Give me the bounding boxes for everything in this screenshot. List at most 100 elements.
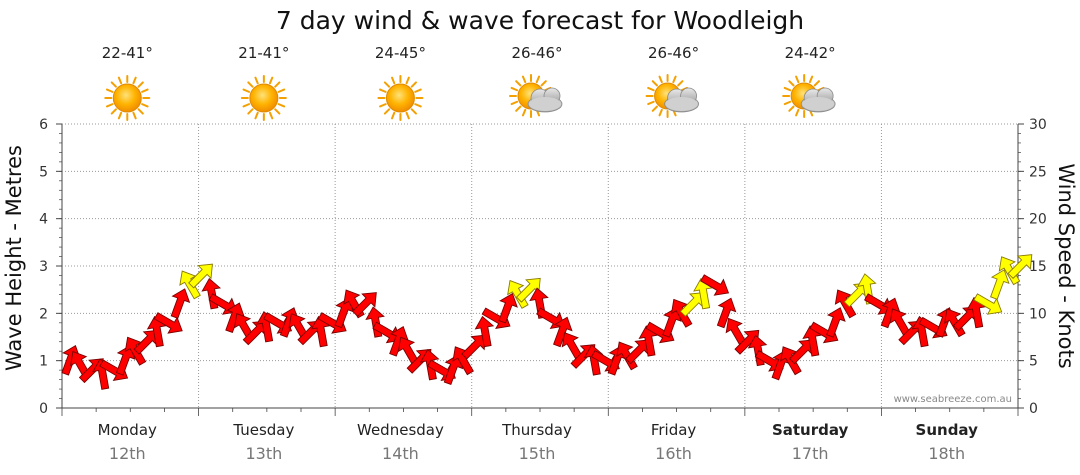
temperature-range: 22-41° [102,44,153,62]
sun-ray [414,88,422,93]
sun-ray [783,86,792,92]
sun-ray [277,103,286,108]
wind-arrow [716,297,737,329]
sun-ray [242,103,251,108]
sun-ray [242,88,251,93]
day-name: Tuesday [232,421,294,439]
wind-arrow-strong [693,277,713,310]
sun-icon [104,75,151,121]
wind-arrow [616,341,638,371]
day-date: 15th [519,444,556,463]
sun-ray [677,80,684,87]
sun-disc [112,83,142,113]
wind-arrow [351,292,377,317]
day-date: 18th [928,444,965,463]
sun-cloud-icon [645,74,699,118]
sun-ray [141,88,149,93]
wind-arrow-strong [998,256,1021,286]
right-tick-label: 10 [1029,306,1047,322]
watermark: www.seabreeze.com.au [894,394,1012,405]
wind-arrow [310,315,331,348]
left-tick-label: 0 [39,401,48,417]
temperature-range: 26-46° [648,44,699,62]
wind-arrow [826,307,846,338]
sun-rays [377,75,424,121]
right-tick-label: 0 [1029,401,1038,417]
sun-icon [377,75,424,121]
sun-ray [110,108,117,115]
sun-ray [535,75,541,84]
cloud-fill [529,97,561,111]
wind-arrow [944,308,966,338]
sun-ray [247,81,254,88]
left-tick-label: 6 [39,117,48,133]
wind-arrow [700,274,730,296]
wind-arrow [966,296,986,329]
sun-ray [414,103,422,108]
wind-arrow [170,288,191,319]
chart-title: 7 day wind & wave forecast for Woodleigh [276,6,804,35]
sun-ray [795,108,800,117]
day-date: 14th [382,444,419,463]
day-name: Sunday [916,421,979,439]
sun-ray [379,103,387,108]
sun-disc [249,83,279,113]
sun-ray [405,76,410,85]
wind-arrow-strong [507,279,529,309]
temperature-range: 26-46° [511,44,562,62]
day-name: Wednesday [357,421,444,439]
wind-arrow [443,354,464,386]
wind-arrow [372,321,402,344]
sun-ray [105,88,114,93]
day-name: Monday [98,421,157,439]
sun-ray [510,100,519,106]
sun-ray [672,75,677,84]
wind-arrows [61,254,1033,390]
right-tick-label: 30 [1029,117,1047,133]
wind-arrow [146,315,167,348]
wind-arrow [474,315,495,348]
wind-arrow-strong [188,263,213,289]
sun-ray [410,81,417,88]
wind-arrow-strong [1007,254,1033,280]
sun-ray [410,108,417,115]
sun-ray [268,76,274,85]
left-tick-label: 1 [39,354,48,370]
sun-icon [240,75,287,121]
sun-ray [783,100,792,106]
sun-ray [788,105,795,112]
day-date: 16th [655,444,692,463]
sun-ray [105,103,114,108]
sun-ray [110,81,117,88]
sun-ray [379,88,387,93]
cloud-fill [802,97,835,111]
sun-ray [254,111,259,120]
left-axis-ticks: 0 1 2 3 4 5 6 [39,117,62,417]
left-tick-label: 2 [39,306,48,322]
day-labels: Monday 12th Tuesday 13th Wednesday 14th Thursd… [98,421,978,463]
day-date: 17th [792,444,829,463]
sun-ray [117,111,123,120]
sun-rays [104,75,151,121]
cloud-shape [527,87,563,113]
sun-cloud-icon [782,74,836,118]
cloud-shape [664,87,699,113]
left-tick-label: 3 [39,259,48,275]
left-axis-title: Wave Height - Metres [2,145,26,371]
sun-ray [658,108,663,117]
sun-ray [405,111,410,120]
day-date: 13th [245,444,282,463]
sun-ray [515,105,522,112]
sun-ray [277,88,286,93]
sun-ray [383,81,391,88]
right-tick-label: 20 [1029,212,1047,228]
sun-ray [647,100,655,106]
daily-weather: 22-41° 21-41° 24-45° 26-46° 26-46° 24-42° [102,44,836,121]
sun-ray [651,105,658,112]
sun-ray [788,80,795,87]
right-tick-label: 5 [1029,354,1038,370]
wind-arrow [864,293,893,315]
sun-ray [510,86,519,92]
cloud-fill [665,97,698,111]
